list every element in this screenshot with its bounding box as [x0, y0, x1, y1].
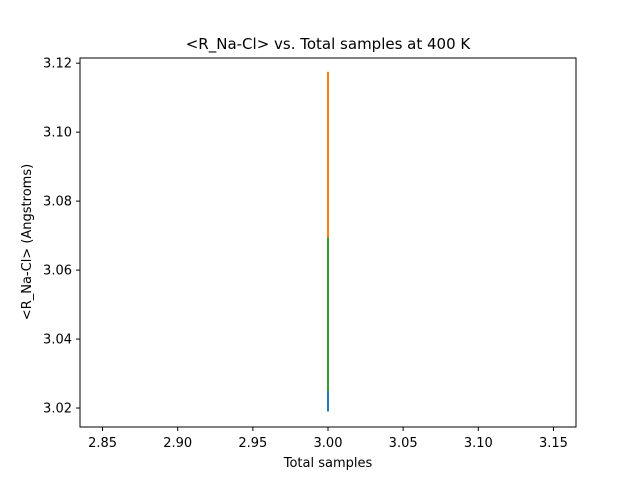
x-tick-label: 3.05: [389, 436, 418, 451]
y-axis: 3.02 3.04 3.06 3.08 3.10 3.12: [43, 57, 80, 417]
y-tick-label: 3.02: [43, 402, 72, 417]
y-tick-label: 3.08: [43, 195, 72, 210]
x-axis: 2.85 2.90 2.95 3.00 3.05 3.10 3.15: [88, 427, 568, 451]
x-tick-label: 3.15: [539, 436, 568, 451]
y-tick-label: 3.06: [43, 264, 72, 279]
y-tick-label: 3.04: [43, 333, 72, 348]
x-tick-label: 3.00: [314, 436, 343, 451]
y-axis-label: <R_Na-Cl> (Angstroms): [20, 164, 35, 320]
x-tick-label: 3.10: [464, 436, 493, 451]
y-tick-label: 3.10: [43, 126, 72, 141]
x-axis-label: Total samples: [283, 456, 373, 471]
chart-title: <R_Na-Cl> vs. Total samples at 400 K: [186, 35, 472, 54]
y-tick-label: 3.12: [43, 57, 72, 72]
x-tick-label: 2.90: [163, 436, 192, 451]
x-tick-label: 2.85: [88, 436, 117, 451]
x-tick-label: 2.95: [238, 436, 267, 451]
